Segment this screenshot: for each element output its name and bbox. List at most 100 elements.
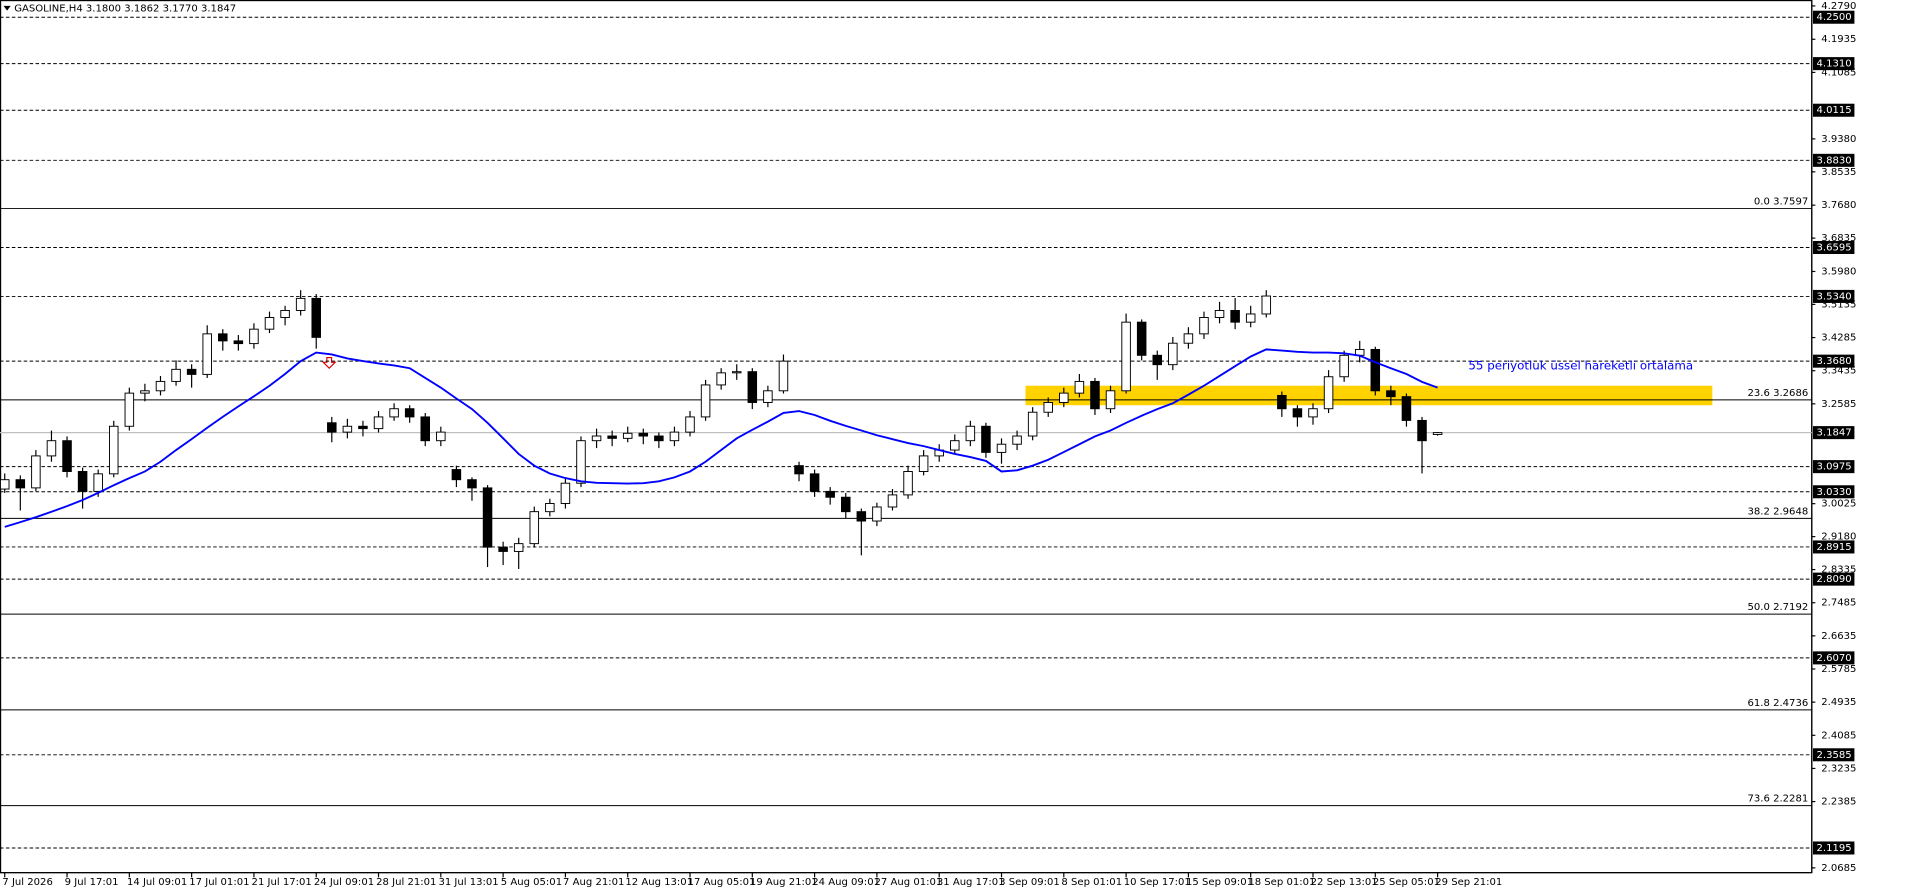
candle-body xyxy=(1121,321,1131,392)
y-tick-label: 2.5785 xyxy=(1821,664,1856,675)
candle-body xyxy=(872,506,882,522)
candle-body xyxy=(202,333,212,375)
y-tick-label: 3.5135 xyxy=(1821,299,1856,310)
candle-body xyxy=(124,392,135,427)
candle-body xyxy=(1245,313,1256,323)
y-tick-label: 2.8335 xyxy=(1821,565,1856,576)
x-tick-label: 17 Aug 05:01 xyxy=(688,877,756,888)
x-tick-label: 31 Jul 13:01 xyxy=(438,877,498,888)
level-label: 2.1195 xyxy=(1817,843,1852,854)
level-label-box xyxy=(1812,460,1855,474)
x-tick-label: 14 Jul 09:01 xyxy=(127,877,187,888)
candle-body xyxy=(763,390,773,403)
fib-label: 50.0 2.7192 xyxy=(1748,602,1809,613)
current-price-box xyxy=(1812,426,1855,440)
candle-body xyxy=(825,490,835,498)
candle-body xyxy=(140,390,150,394)
level-label-box xyxy=(1812,153,1855,167)
candle-body xyxy=(404,408,415,418)
candle-body xyxy=(529,511,540,545)
candle-body xyxy=(778,360,789,392)
current-price-label: 3.1847 xyxy=(1817,428,1852,439)
y-tick-label: 3.2585 xyxy=(1821,399,1856,410)
x-tick-label: 7 Aug 21:01 xyxy=(563,877,624,888)
candle-body xyxy=(1012,435,1022,445)
y-tick-label: 3.7680 xyxy=(1821,200,1856,211)
y-tick-label: 2.7485 xyxy=(1821,598,1856,609)
candle-body xyxy=(856,511,867,522)
candle-body xyxy=(809,473,820,492)
fib-label: 0.0 3.7597 xyxy=(1754,196,1808,207)
x-tick-label: 9 Jul 17:01 xyxy=(65,877,119,888)
candle-body xyxy=(62,440,72,472)
fib-label: 73.6 2.2281 xyxy=(1748,794,1809,805)
candle-body xyxy=(31,455,41,489)
candle-body xyxy=(389,408,399,418)
level-label: 4.2500 xyxy=(1817,12,1852,23)
level-label: 4.0115 xyxy=(1817,105,1852,116)
candle-body xyxy=(1292,408,1303,418)
candle-body xyxy=(685,416,695,433)
candle-body xyxy=(482,487,493,548)
candle-body xyxy=(498,546,508,552)
level-label: 4.1310 xyxy=(1817,59,1852,70)
candle-body xyxy=(1027,411,1038,437)
x-tick-label: 25 Sep 05:01 xyxy=(1373,877,1440,888)
x-tick-label: 21 Jul 17:01 xyxy=(252,877,312,888)
candle-body xyxy=(1074,380,1085,394)
candle-body xyxy=(1277,394,1287,410)
candle-body xyxy=(15,479,26,489)
candle-body xyxy=(607,435,617,439)
candle-body xyxy=(1323,376,1334,410)
candle-body xyxy=(436,431,446,442)
fib-label: 61.8 2.4736 xyxy=(1748,698,1809,709)
y-tick-label: 3.5980 xyxy=(1821,266,1856,277)
candle-body xyxy=(513,543,524,552)
candle-body xyxy=(1105,390,1116,410)
y-tick-label: 3.0025 xyxy=(1821,499,1856,510)
y-tick-label: 3.3435 xyxy=(1821,366,1856,377)
level-label: 3.0330 xyxy=(1817,487,1852,498)
level-label-box xyxy=(1812,57,1855,71)
level-label: 3.5340 xyxy=(1817,291,1852,302)
candle-body xyxy=(1136,321,1147,356)
x-tick-label: 12 Aug 13:01 xyxy=(625,877,693,888)
candle-body xyxy=(747,371,758,403)
candle-body xyxy=(903,471,913,496)
candle-body xyxy=(1183,333,1194,344)
candle-body xyxy=(327,422,337,433)
candle-body xyxy=(264,317,275,330)
candle-body xyxy=(1152,354,1163,366)
candle-body xyxy=(1043,402,1053,413)
level-label-box xyxy=(1812,748,1855,762)
candle-body xyxy=(918,455,929,472)
level-label-box xyxy=(1812,572,1855,586)
candle-body xyxy=(1168,342,1178,366)
candle-body xyxy=(186,368,197,375)
candle-body xyxy=(700,384,711,418)
y-tick-label: 2.4935 xyxy=(1821,697,1856,708)
y-tick-label: 2.0685 xyxy=(1821,863,1856,874)
candle-body xyxy=(280,309,290,318)
candle-body xyxy=(77,471,88,492)
level-label-box xyxy=(1812,240,1855,254)
candle-body xyxy=(295,297,306,311)
candle-body xyxy=(669,431,680,442)
level-label: 3.0975 xyxy=(1817,462,1852,473)
candle-body xyxy=(1401,396,1412,421)
candle-body xyxy=(155,380,166,392)
y-tick-label: 2.4085 xyxy=(1821,730,1856,741)
chart-title: GASOLINE,H4 3.1800 3.1862 3.1770 3.1847 xyxy=(14,3,236,14)
candle-body xyxy=(311,297,321,338)
x-tick-label: 10 Sep 17:01 xyxy=(1124,877,1191,888)
y-tick-label: 2.9180 xyxy=(1821,532,1856,543)
y-tick-label: 3.6835 xyxy=(1821,233,1856,244)
level-label-box xyxy=(1812,289,1855,303)
level-label: 2.6070 xyxy=(1817,653,1852,664)
candle-body xyxy=(233,340,244,345)
y-tick-label: 3.8535 xyxy=(1821,167,1856,178)
x-tick-label: 18 Sep 01:01 xyxy=(1248,877,1315,888)
level-label: 2.8090 xyxy=(1817,574,1852,585)
candle-body xyxy=(638,432,649,437)
candle-body xyxy=(1339,354,1349,378)
